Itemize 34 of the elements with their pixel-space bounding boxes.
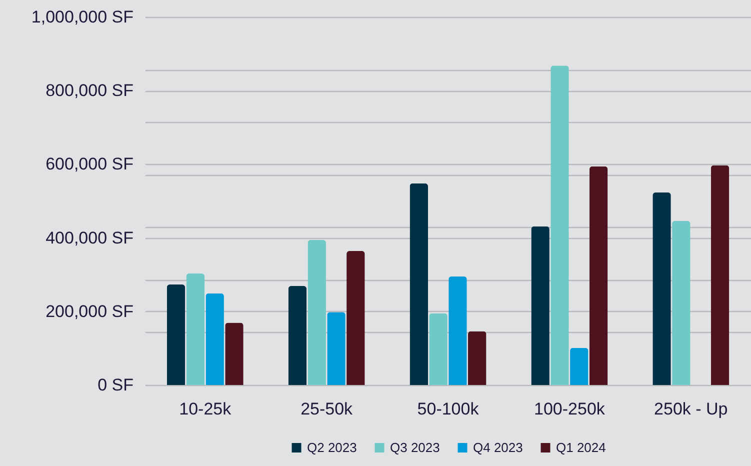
y-tick-label: 200,000 SF [46,302,134,321]
x-tick-label: 250k - Up [654,400,728,418]
y-tick-label: 0 SF [98,376,134,394]
y-tick-label: 800,000 SF [46,81,134,100]
bar [531,226,550,385]
bar [550,66,569,385]
bar [206,293,224,385]
bar [710,165,730,385]
bar [410,183,428,385]
bar [589,166,608,385]
x-tick-label: 10-25k [179,400,232,418]
legend-label: Q1 2024 [556,440,606,455]
bar [308,240,326,385]
x-tick-label: 25-50k [300,400,354,418]
bar [448,276,467,385]
legend-label: Q3 2023 [390,440,440,455]
y-tick-label: 600,000 SF [46,154,134,174]
bar [672,220,690,385]
x-tick-label: 100-250k [534,400,606,418]
bar [570,348,588,385]
bar [166,284,186,385]
y-tick-label: 1,000,000 SF [31,8,134,26]
bar [346,251,365,385]
y-tick-label: 400,000 SF [46,228,134,248]
bar [468,331,486,385]
bar [327,312,346,385]
legend-label: Q2 2023 [307,440,357,455]
bar [225,322,244,385]
legend-label: Q4 2023 [473,440,523,455]
bar [186,273,205,385]
x-tick-label: 50-100k [417,400,480,418]
bar [652,192,671,385]
bar [429,313,448,385]
bar [288,286,307,385]
